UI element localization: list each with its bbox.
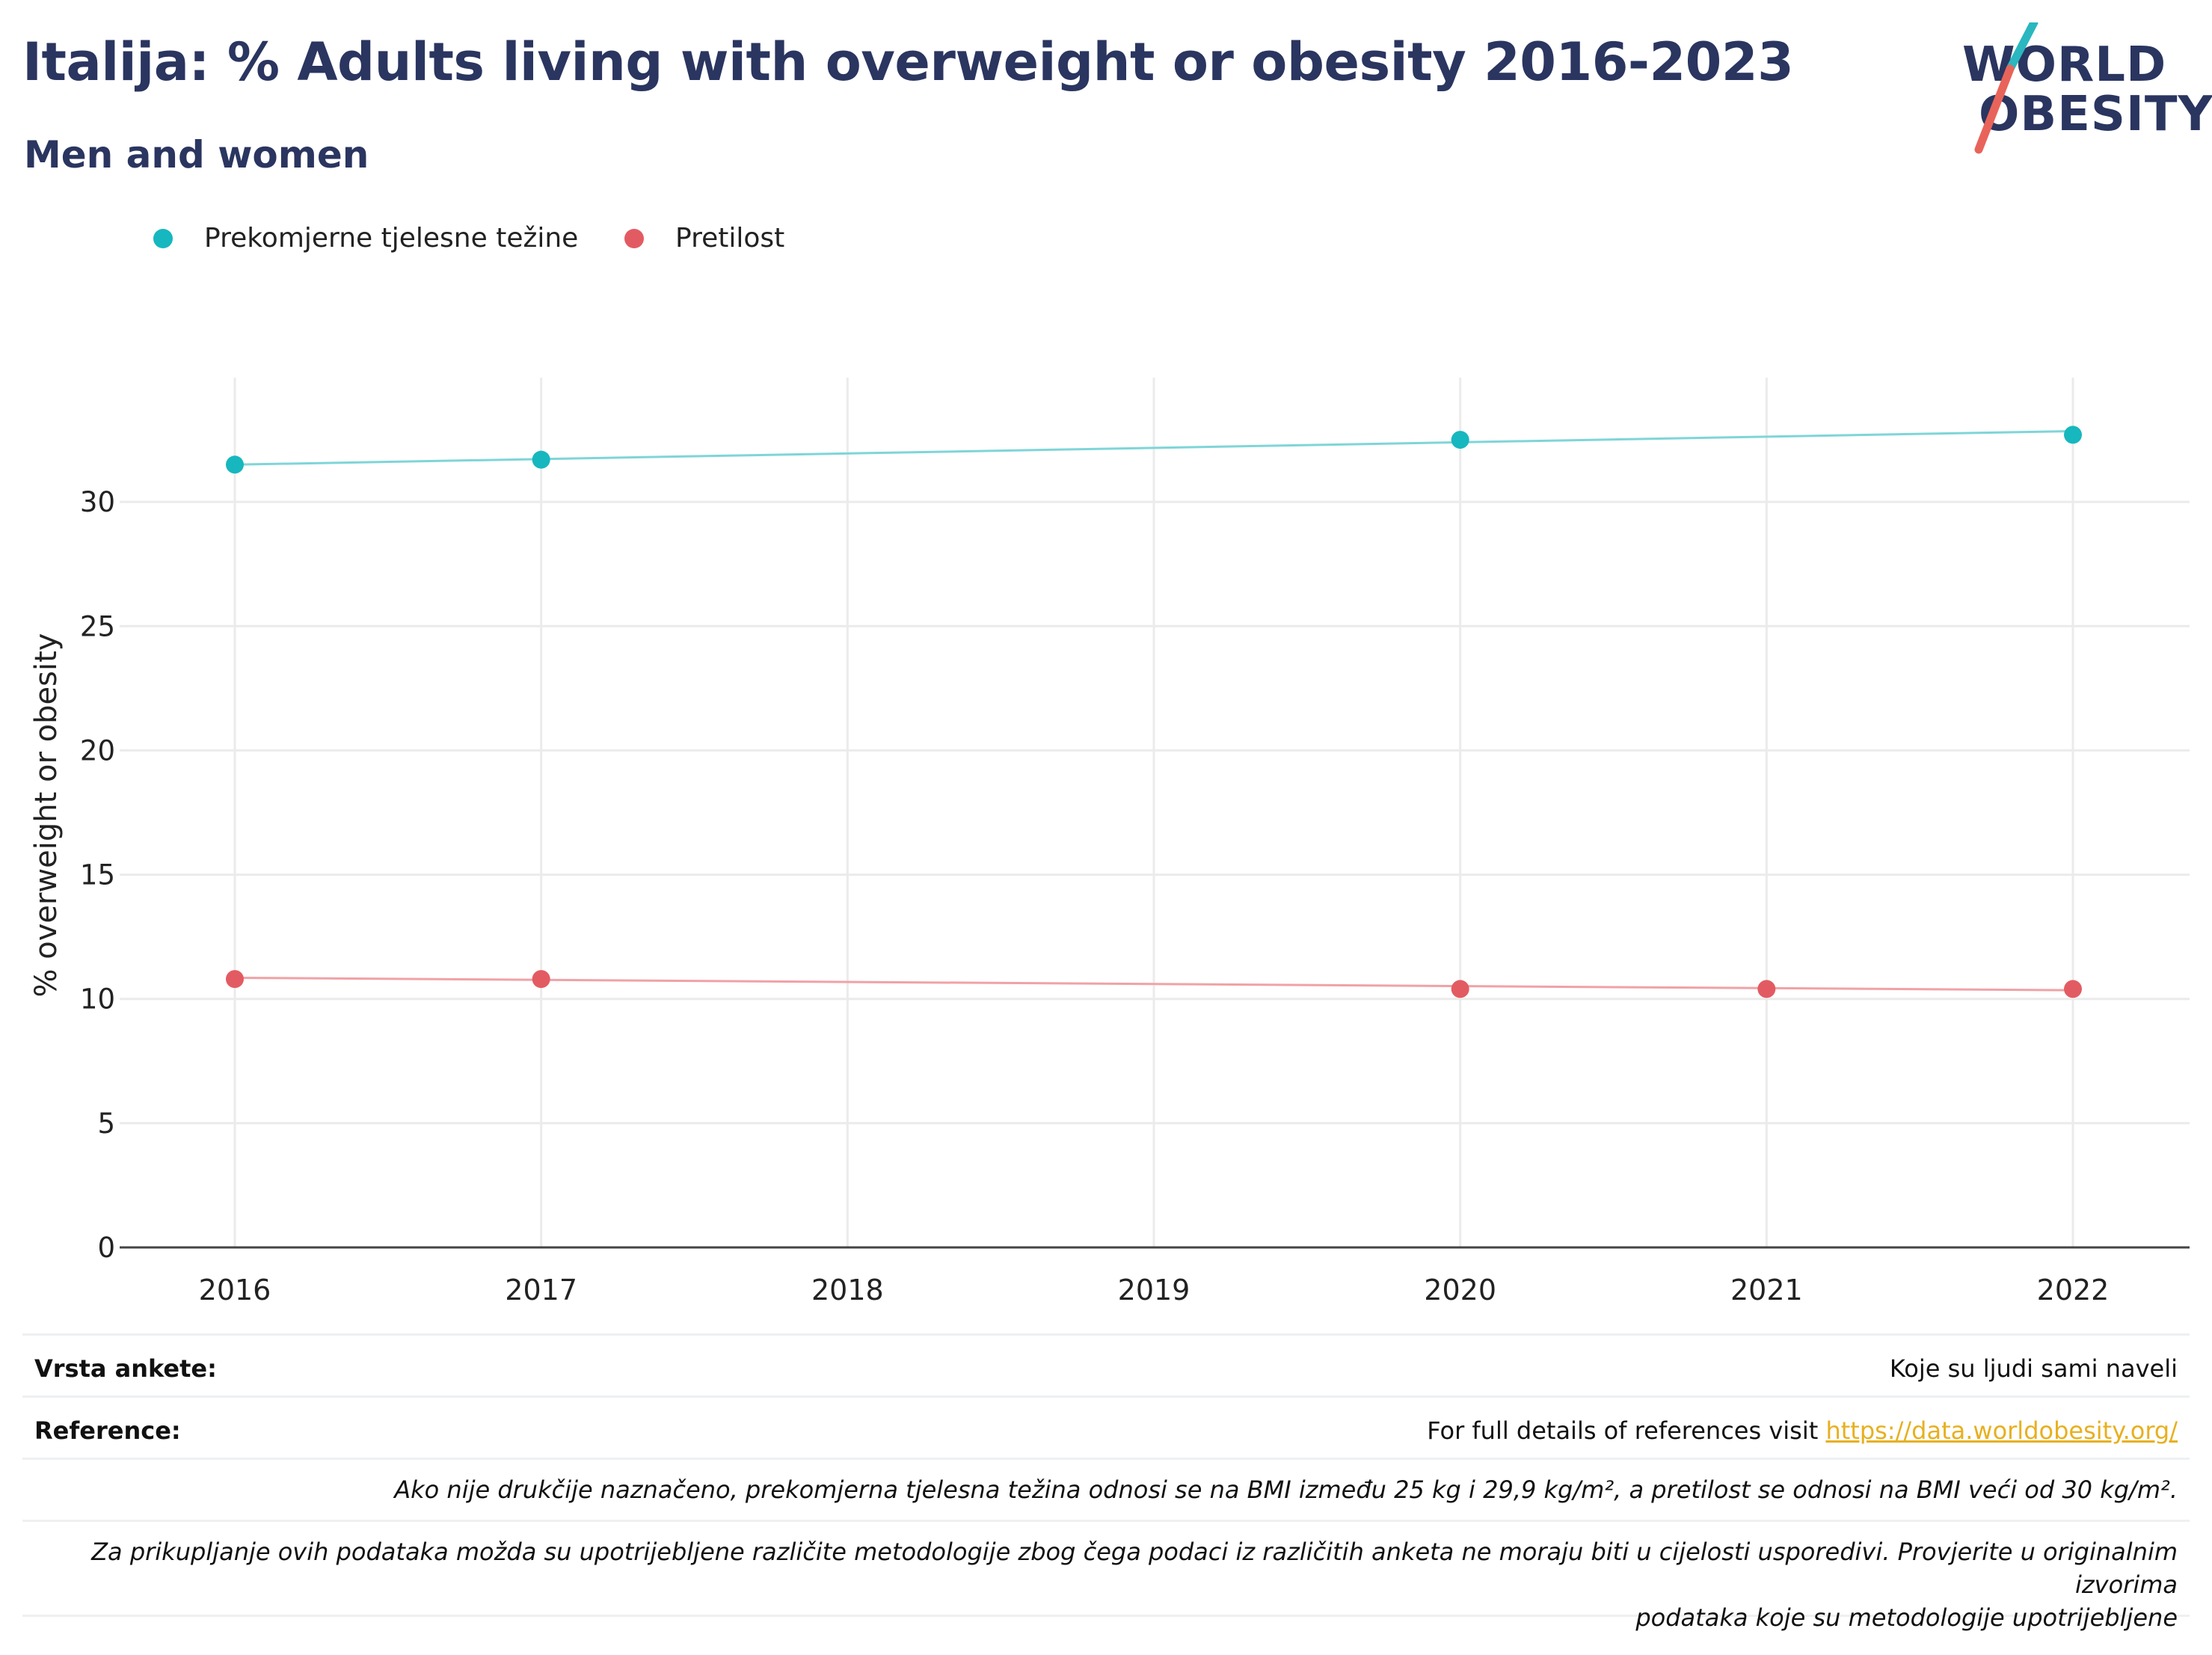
legend-marker-overweight	[153, 228, 173, 248]
data-point-overweight	[532, 450, 550, 469]
reference-row: Reference: For full details of reference…	[22, 1395, 2190, 1458]
logo-word-obesity: OBESITY	[1979, 87, 2212, 142]
legend-label-obesity: Pretilost	[675, 223, 785, 254]
reference-text: For full details of references visit	[1427, 1416, 1826, 1445]
data-point-overweight	[1451, 431, 1469, 449]
data-point-obesity	[2064, 980, 2082, 998]
logo-slash-icon	[1974, 22, 2039, 154]
methodology-note-line1: Za prikupljanje ovih podataka možda su u…	[91, 1538, 2178, 1599]
y-tick-label: 20	[80, 734, 115, 767]
legend-label-overweight: Prekomjerne tjelesne težine	[204, 223, 579, 254]
info-table: Vrsta ankete: Koje su ljudi sami naveli …	[22, 1333, 2190, 1632]
x-tick-label: 2022	[2037, 1274, 2110, 1307]
definition-note: Ako nije drukčije naznačeno, prekomjerna…	[394, 1476, 2178, 1504]
definition-note-row: Ako nije drukčije naznačeno, prekomjerna…	[22, 1458, 2190, 1520]
x-tick-label: 2017	[505, 1274, 577, 1307]
world-obesity-logo: WORLD OBESITY	[1952, 22, 2212, 157]
logo-word-world: WORLD	[1962, 37, 2167, 93]
y-axis-title: % overweight or obesity	[29, 633, 64, 998]
x-tick-label: 2019	[1118, 1274, 1191, 1307]
reference-link[interactable]: https://data.worldobesity.org/	[1825, 1416, 2178, 1445]
y-tick-label: 10	[80, 983, 115, 1016]
data-point-overweight	[2064, 426, 2082, 444]
methodology-note-row: Za prikupljanje ovih podataka možda su u…	[22, 1520, 2190, 1632]
line-chart: 0 5 10 15 20 25 30 2016 2017 2018 2019 2020 2021 2022	[80, 378, 2190, 1307]
x-tick-label: 2016	[199, 1274, 271, 1307]
data-point-overweight	[226, 455, 244, 474]
y-tick-label: 30	[80, 486, 115, 518]
data-point-obesity	[226, 970, 244, 989]
x-tick-label: 2018	[811, 1274, 884, 1307]
y-tick-label: 15	[80, 859, 115, 891]
x-tick-label: 2020	[1424, 1274, 1496, 1307]
methodology-note: Za prikupljanje ovih podataka možda su u…	[39, 1535, 2178, 1634]
y-tick-label: 0	[97, 1232, 115, 1264]
x-tick-label: 2021	[1730, 1274, 1803, 1307]
survey-type-label: Vrsta ankete:	[34, 1354, 217, 1383]
y-tick-label: 5	[97, 1108, 115, 1140]
legend-item-obesity[interactable]: Pretilost	[624, 223, 784, 254]
info-table-bottom-border	[22, 1615, 2190, 1617]
survey-type-value: Koje su ljudi sami naveli	[1889, 1354, 2178, 1383]
reference-label: Reference:	[34, 1416, 181, 1445]
chart-title: Italija: % Adults living with overweight…	[22, 31, 1794, 93]
data-point-obesity	[1757, 980, 1776, 998]
legend-marker-obesity	[624, 228, 644, 248]
survey-type-row: Vrsta ankete: Koje su ljudi sami naveli	[22, 1333, 2190, 1395]
reference-value: For full details of references visit htt…	[1427, 1416, 2178, 1445]
data-point-obesity	[532, 970, 550, 989]
data-point-obesity	[1451, 980, 1469, 998]
legend-item-overweight[interactable]: Prekomjerne tjelesne težine	[153, 223, 578, 254]
methodology-note-line2: podataka koje su metodologije upotrijebl…	[1635, 1603, 2178, 1632]
chart-subtitle: Men and women	[24, 133, 369, 176]
y-tick-label: 25	[80, 610, 115, 642]
